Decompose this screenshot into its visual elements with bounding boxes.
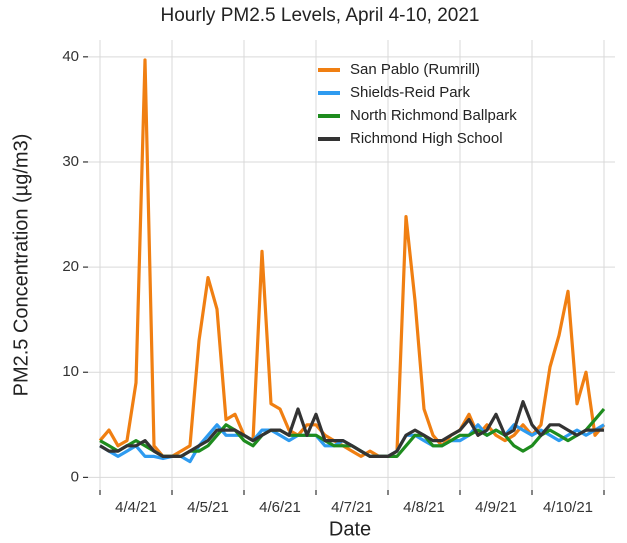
x-tick-label: 4/10/21 bbox=[543, 499, 593, 516]
y-tick-label: 10 bbox=[62, 363, 79, 380]
legend-label: Shields-Reid Park bbox=[350, 84, 471, 101]
y-tick-label: 20 bbox=[62, 258, 79, 275]
x-tick-label: 4/4/21 bbox=[115, 499, 157, 516]
legend-label: Richmond High School bbox=[350, 130, 503, 147]
y-tick-label: 0 bbox=[71, 468, 79, 485]
x-tick-label: 4/6/21 bbox=[259, 499, 301, 516]
x-tick-label: 4/8/21 bbox=[403, 499, 445, 516]
x-tick-label: 4/7/21 bbox=[331, 499, 373, 516]
y-axis-label: PM2.5 Concentration (µg/m3) bbox=[10, 134, 32, 397]
y-tick-label: 30 bbox=[62, 153, 79, 170]
series-line bbox=[99, 400, 604, 458]
chart-title: Hourly PM2.5 Levels, April 4-10, 2021 bbox=[161, 5, 480, 26]
grid bbox=[88, 40, 615, 490]
x-tick-label: 4/9/21 bbox=[475, 499, 517, 516]
x-tick-label: 4/5/21 bbox=[187, 499, 229, 516]
legend-label: North Richmond Ballpark bbox=[350, 107, 517, 124]
x-axis-label: Date bbox=[329, 518, 371, 540]
legend-label: San Pablo (Rumrill) bbox=[350, 61, 480, 78]
y-tick-label: 40 bbox=[62, 48, 79, 65]
